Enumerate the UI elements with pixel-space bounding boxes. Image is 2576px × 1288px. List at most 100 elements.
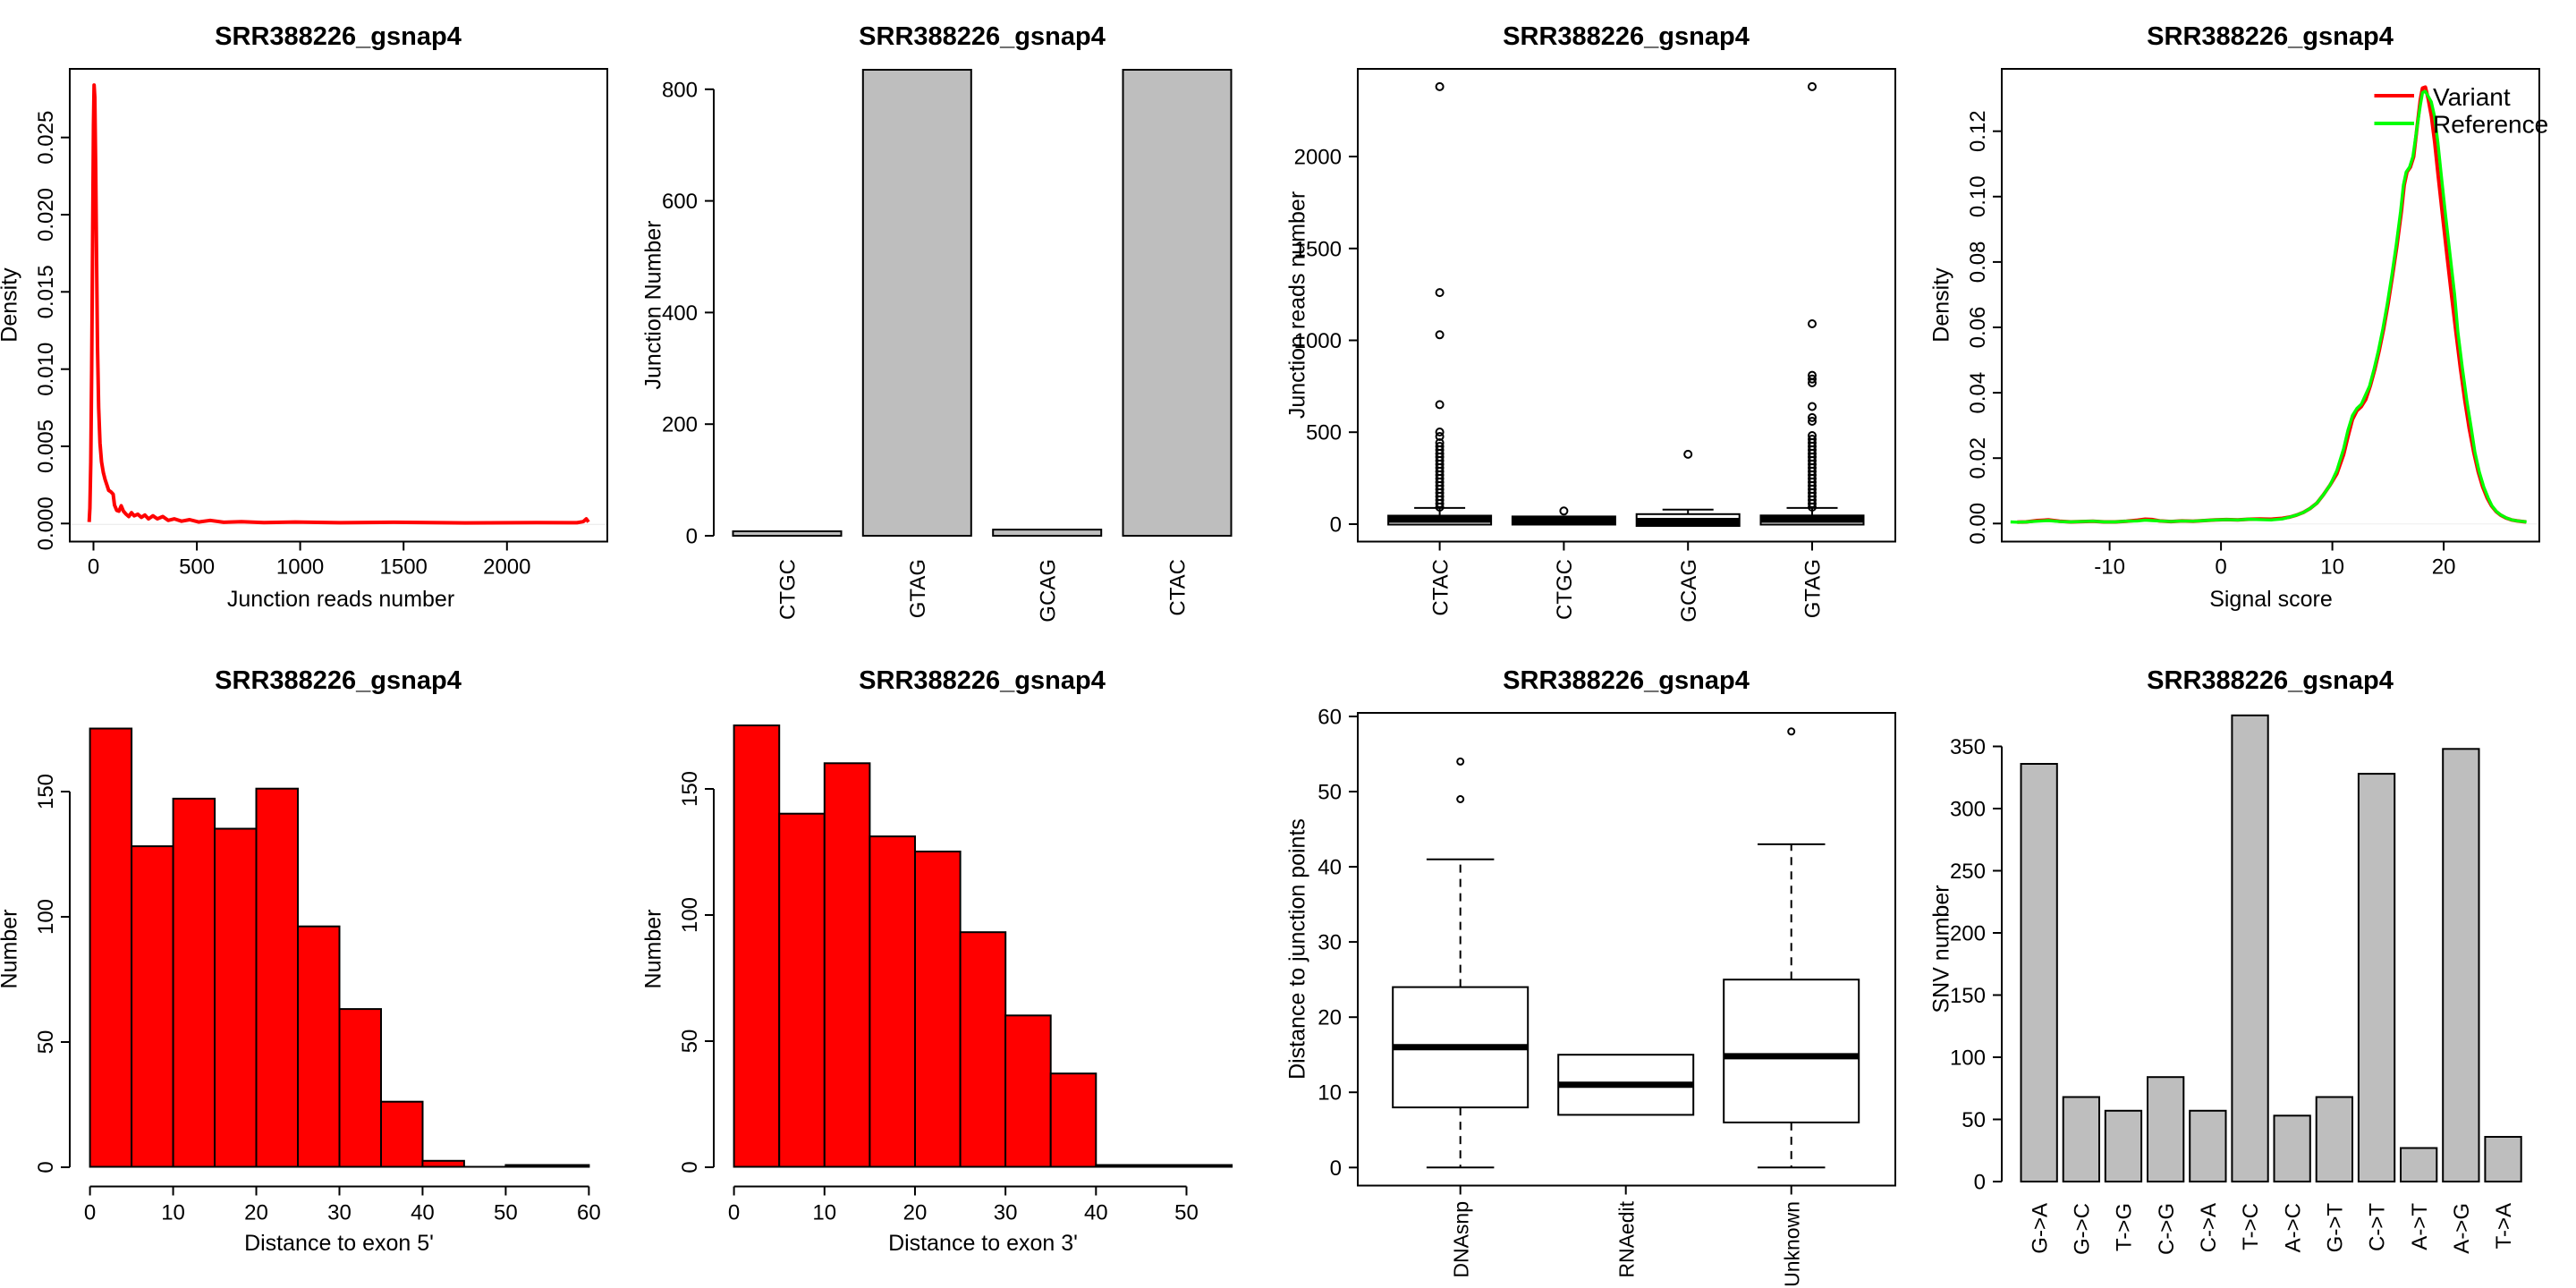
- svg-text:0: 0: [1974, 1171, 1986, 1195]
- svg-text:0.12: 0.12: [1966, 110, 1990, 152]
- svg-text:T->A: T->A: [2492, 1203, 2516, 1249]
- svg-text:SRR388226_gsnap4: SRR388226_gsnap4: [2147, 22, 2394, 51]
- svg-text:20: 20: [244, 1201, 268, 1225]
- svg-text:10: 10: [812, 1201, 836, 1225]
- svg-text:Distance to exon 5': Distance to exon 5': [244, 1231, 434, 1256]
- svg-text:50: 50: [494, 1201, 518, 1225]
- svg-text:A->C: A->C: [2281, 1203, 2305, 1252]
- svg-text:0.08: 0.08: [1966, 242, 1990, 284]
- svg-text:SRR388226_gsnap4: SRR388226_gsnap4: [2147, 666, 2394, 695]
- svg-text:150: 150: [34, 774, 58, 809]
- svg-text:RNAedit: RNAedit: [1614, 1200, 1638, 1277]
- svg-text:1000: 1000: [1294, 329, 1342, 353]
- svg-text:50: 50: [1174, 1201, 1199, 1225]
- svg-text:0.020: 0.020: [34, 188, 58, 242]
- svg-text:CTGC: CTGC: [1553, 559, 1577, 620]
- svg-text:0: 0: [88, 555, 99, 580]
- svg-text:50: 50: [1318, 781, 1342, 805]
- svg-text:800: 800: [662, 78, 698, 102]
- svg-text:T->C: T->C: [2239, 1203, 2263, 1250]
- svg-text:CTGC: CTGC: [776, 559, 801, 620]
- svg-text:30: 30: [327, 1201, 352, 1225]
- svg-text:0: 0: [1330, 1157, 1342, 1181]
- svg-text:350: 350: [1950, 735, 1986, 759]
- svg-text:100: 100: [678, 897, 702, 933]
- svg-text:Distance to exon 3': Distance to exon 3': [888, 1231, 1078, 1256]
- svg-text:Junction Number: Junction Number: [641, 221, 666, 390]
- svg-text:50: 50: [34, 1030, 58, 1055]
- svg-text:30: 30: [994, 1201, 1018, 1225]
- svg-text:Junction reads number: Junction reads number: [227, 587, 454, 612]
- svg-text:A->T: A->T: [2408, 1203, 2432, 1250]
- svg-text:C->G: C->G: [2155, 1203, 2179, 1255]
- svg-text:Junction reads number: Junction reads number: [1285, 191, 1310, 419]
- svg-text:G->A: G->A: [2028, 1203, 2052, 1254]
- svg-text:SRR388226_gsnap4: SRR388226_gsnap4: [1503, 666, 1750, 695]
- svg-text:0.025: 0.025: [34, 111, 58, 165]
- svg-text:60: 60: [577, 1201, 601, 1225]
- svg-text:G->T: G->T: [2324, 1203, 2348, 1253]
- svg-text:Distance to junction points: Distance to junction points: [1285, 818, 1310, 1080]
- svg-text:1000: 1000: [276, 555, 324, 580]
- svg-text:10: 10: [2320, 555, 2344, 580]
- svg-text:SRR388226_gsnap4: SRR388226_gsnap4: [859, 666, 1106, 695]
- svg-text:SRR388226_gsnap4: SRR388226_gsnap4: [215, 666, 462, 695]
- svg-text:0.015: 0.015: [34, 265, 58, 318]
- svg-text:SRR388226_gsnap4: SRR388226_gsnap4: [859, 22, 1106, 51]
- svg-text:40: 40: [411, 1201, 435, 1225]
- svg-text:20: 20: [1318, 1006, 1342, 1030]
- svg-text:C->A: C->A: [2197, 1203, 2221, 1252]
- svg-text:0: 0: [34, 1161, 58, 1173]
- svg-text:GCAG: GCAG: [1677, 559, 1701, 623]
- svg-text:GCAG: GCAG: [1036, 559, 1060, 623]
- svg-text:0: 0: [728, 1201, 740, 1225]
- svg-text:2000: 2000: [1294, 146, 1342, 170]
- svg-text:20: 20: [903, 1201, 928, 1225]
- svg-text:0: 0: [1330, 513, 1342, 538]
- svg-text:0.06: 0.06: [1966, 307, 1990, 349]
- svg-text:400: 400: [662, 301, 698, 326]
- svg-text:2000: 2000: [483, 555, 530, 580]
- svg-text:Unknown: Unknown: [1780, 1201, 1803, 1287]
- svg-text:SRR388226_gsnap4: SRR388226_gsnap4: [1503, 22, 1750, 51]
- svg-text:DNAsnp: DNAsnp: [1449, 1201, 1472, 1278]
- svg-text:300: 300: [1950, 798, 1986, 822]
- svg-text:Variant: Variant: [2433, 83, 2511, 111]
- svg-text:0.010: 0.010: [34, 343, 58, 396]
- svg-text:60: 60: [1318, 706, 1342, 730]
- svg-text:0.02: 0.02: [1966, 437, 1990, 479]
- svg-text:T->G: T->G: [2113, 1203, 2137, 1251]
- svg-text:0.00: 0.00: [1966, 503, 1990, 545]
- svg-text:500: 500: [179, 555, 215, 580]
- svg-text:200: 200: [1950, 922, 1986, 946]
- svg-text:CTAC: CTAC: [1166, 559, 1191, 616]
- svg-text:10: 10: [1318, 1081, 1342, 1106]
- svg-text:1500: 1500: [1294, 237, 1342, 261]
- svg-text:Number: Number: [641, 910, 666, 989]
- svg-text:Signal score: Signal score: [2209, 587, 2333, 612]
- svg-text:20: 20: [2432, 555, 2456, 580]
- svg-text:C->T: C->T: [2366, 1203, 2390, 1251]
- svg-text:500: 500: [1306, 421, 1342, 445]
- svg-text:0: 0: [84, 1201, 96, 1225]
- svg-text:0.000: 0.000: [34, 496, 58, 550]
- svg-text:0: 0: [2215, 555, 2226, 580]
- svg-text:Density: Density: [1929, 267, 1954, 343]
- svg-text:SRR388226_gsnap4: SRR388226_gsnap4: [215, 22, 462, 51]
- svg-text:50: 50: [678, 1030, 702, 1054]
- svg-text:0.04: 0.04: [1966, 372, 1990, 414]
- svg-text:CTAC: CTAC: [1428, 559, 1453, 616]
- svg-text:1500: 1500: [380, 555, 428, 580]
- svg-text:150: 150: [1950, 984, 1986, 1008]
- svg-text:SNV number: SNV number: [1929, 885, 1954, 1013]
- svg-text:600: 600: [662, 190, 698, 214]
- svg-text:Number: Number: [0, 910, 22, 989]
- svg-text:0: 0: [686, 525, 698, 549]
- svg-text:GTAG: GTAG: [906, 559, 930, 618]
- svg-text:100: 100: [34, 899, 58, 935]
- svg-text:Density: Density: [0, 267, 22, 343]
- svg-text:0.10: 0.10: [1966, 175, 1990, 217]
- svg-text:0.005: 0.005: [34, 419, 58, 473]
- svg-text:40: 40: [1084, 1201, 1108, 1225]
- svg-text:100: 100: [1950, 1046, 1986, 1071]
